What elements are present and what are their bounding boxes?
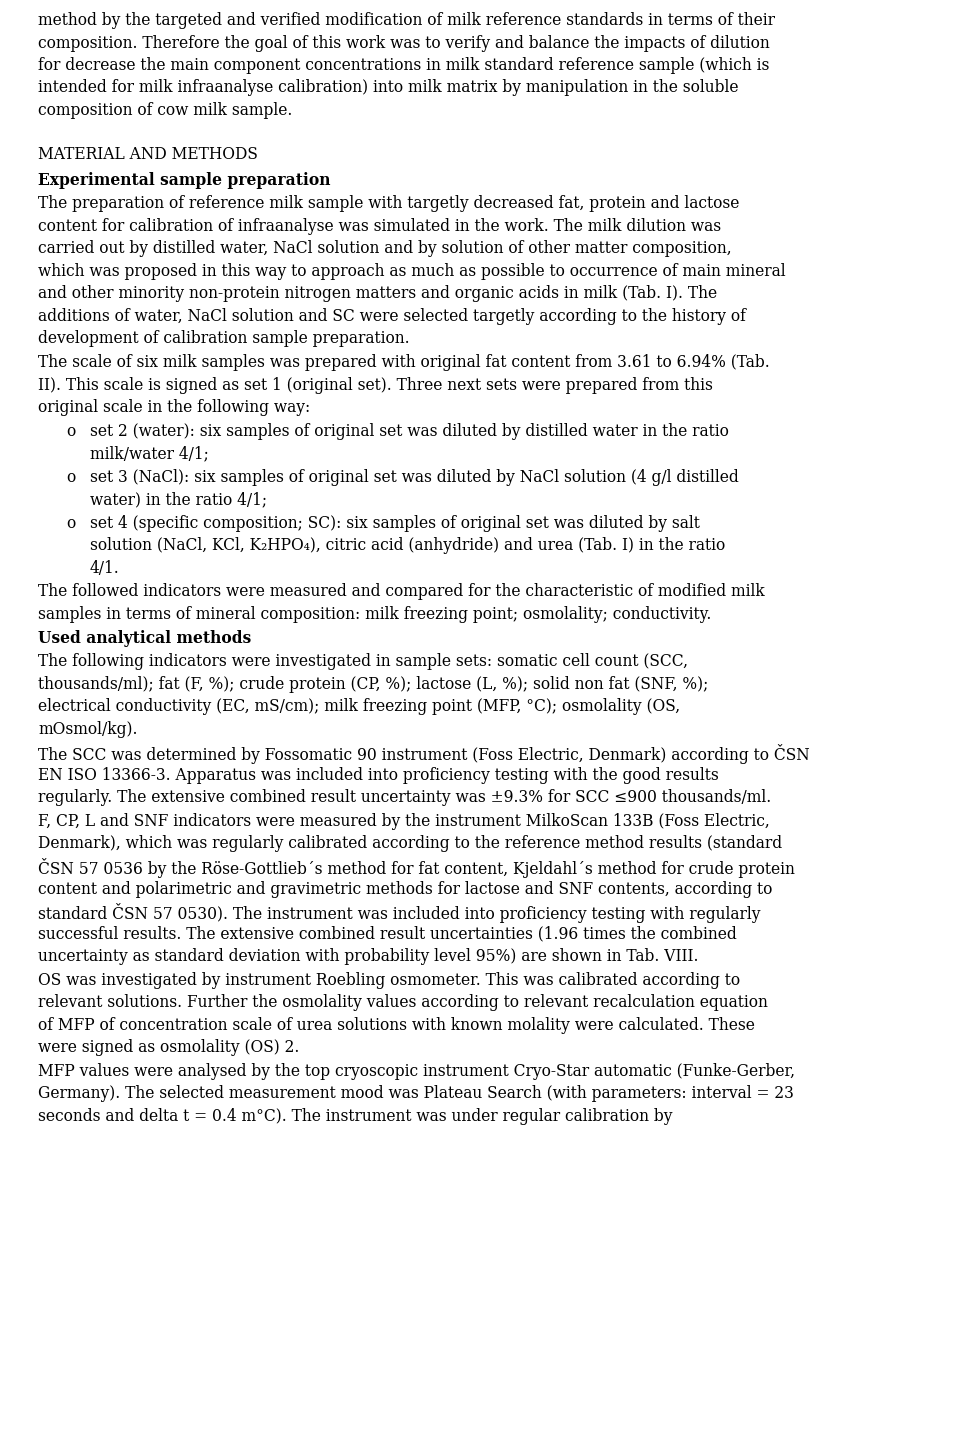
Text: thousands/ml); fat (F, %); crude protein (CP, %); lactose (L, %); solid non fat : thousands/ml); fat (F, %); crude protein… bbox=[38, 676, 708, 693]
Text: development of calibration sample preparation.: development of calibration sample prepar… bbox=[38, 331, 410, 348]
Text: 4/1.: 4/1. bbox=[90, 560, 120, 576]
Text: composition of cow milk sample.: composition of cow milk sample. bbox=[38, 103, 293, 118]
Text: water) in the ratio 4/1;: water) in the ratio 4/1; bbox=[90, 491, 267, 508]
Text: set 3 (NaCl): six samples of original set was diluted by NaCl solution (4 g/l di: set 3 (NaCl): six samples of original se… bbox=[90, 469, 739, 485]
Text: OS was investigated by instrument Roebling osmometer. This was calibrated accord: OS was investigated by instrument Roebli… bbox=[38, 972, 740, 989]
Text: The SCC was determined by Fossomatic 90 instrument (Foss Electric, Denmark) acco: The SCC was determined by Fossomatic 90 … bbox=[38, 744, 809, 764]
Text: The followed indicators were measured and compared for the characteristic of mod: The followed indicators were measured an… bbox=[38, 583, 765, 601]
Text: content and polarimetric and gravimetric methods for lactose and SNF contents, a: content and polarimetric and gravimetric… bbox=[38, 881, 773, 898]
Text: MATERIAL AND METHODS: MATERIAL AND METHODS bbox=[38, 146, 258, 163]
Text: which was proposed in this way to approach as much as possible to occurrence of : which was proposed in this way to approa… bbox=[38, 263, 785, 280]
Text: seconds and delta t = 0.4 m°C). The instrument was under regular calibration by: seconds and delta t = 0.4 m°C). The inst… bbox=[38, 1108, 673, 1125]
Text: MFP values were analysed by the top cryoscopic instrument Cryo-Star automatic (F: MFP values were analysed by the top cryo… bbox=[38, 1063, 795, 1080]
Text: electrical conductivity (EC, mS/cm); milk freezing point (MFP, °C); osmolality (: electrical conductivity (EC, mS/cm); mil… bbox=[38, 699, 680, 715]
Text: set 2 (water): six samples of original set was diluted by distilled water in the: set 2 (water): six samples of original s… bbox=[90, 423, 729, 439]
Text: II). This scale is signed as set 1 (original set). Three next sets were prepared: II). This scale is signed as set 1 (orig… bbox=[38, 377, 713, 394]
Text: were signed as osmolality (OS) 2.: were signed as osmolality (OS) 2. bbox=[38, 1040, 300, 1056]
Text: milk/water 4/1;: milk/water 4/1; bbox=[90, 445, 209, 462]
Text: carried out by distilled water, NaCl solution and by solution of other matter co: carried out by distilled water, NaCl sol… bbox=[38, 240, 732, 257]
Text: of MFP of concentration scale of urea solutions with known molality were calcula: of MFP of concentration scale of urea so… bbox=[38, 1017, 755, 1034]
Text: Denmark), which was regularly calibrated according to the reference method resul: Denmark), which was regularly calibrated… bbox=[38, 836, 782, 852]
Text: and other minority non-protein nitrogen matters and organic acids in milk (Tab. : and other minority non-protein nitrogen … bbox=[38, 286, 717, 302]
Text: Germany). The selected measurement mood was Plateau Search (with parameters: int: Germany). The selected measurement mood … bbox=[38, 1086, 794, 1102]
Text: The scale of six milk samples was prepared with original fat content from 3.61 t: The scale of six milk samples was prepar… bbox=[38, 354, 770, 371]
Text: o: o bbox=[66, 469, 75, 485]
Text: content for calibration of infraanalyse was simulated in the work. The milk dilu: content for calibration of infraanalyse … bbox=[38, 218, 721, 235]
Text: o: o bbox=[66, 423, 75, 439]
Text: Experimental sample preparation: Experimental sample preparation bbox=[38, 172, 330, 189]
Text: relevant solutions. Further the osmolality values according to relevant recalcul: relevant solutions. Further the osmolali… bbox=[38, 993, 768, 1011]
Text: mOsmol/kg).: mOsmol/kg). bbox=[38, 721, 137, 738]
Text: successful results. The extensive combined result uncertainties (1.96 times the : successful results. The extensive combin… bbox=[38, 926, 736, 943]
Text: o: o bbox=[66, 516, 75, 531]
Text: method by the targeted and verified modification of milk reference standards in : method by the targeted and verified modi… bbox=[38, 12, 775, 29]
Text: original scale in the following way:: original scale in the following way: bbox=[38, 399, 310, 416]
Text: composition. Therefore the goal of this work was to verify and balance the impac: composition. Therefore the goal of this … bbox=[38, 35, 770, 52]
Text: EN ISO 13366-3. Apparatus was included into proficiency testing with the good re: EN ISO 13366-3. Apparatus was included i… bbox=[38, 767, 719, 784]
Text: samples in terms of mineral composition: milk freezing point; osmolality; conduc: samples in terms of mineral composition:… bbox=[38, 606, 711, 622]
Text: ČSN 57 0536 by the Röse-Gottlieb´s method for fat content, Kjeldahl´s method for: ČSN 57 0536 by the Röse-Gottlieb´s metho… bbox=[38, 858, 795, 878]
Text: solution (NaCl, KCl, K₂HPO₄), citric acid (anhydride) and urea (Tab. I) in the r: solution (NaCl, KCl, K₂HPO₄), citric aci… bbox=[90, 537, 725, 554]
Text: set 4 (specific composition; SC): six samples of original set was diluted by sal: set 4 (specific composition; SC): six sa… bbox=[90, 516, 700, 531]
Text: F, CP, L and SNF indicators were measured by the instrument MilkoScan 133B (Foss: F, CP, L and SNF indicators were measure… bbox=[38, 813, 770, 830]
Text: Used analytical methods: Used analytical methods bbox=[38, 630, 252, 647]
Text: regularly. The extensive combined result uncertainty was ±9.3% for SCC ≤900 thou: regularly. The extensive combined result… bbox=[38, 790, 771, 806]
Text: uncertainty as standard deviation with probability level 95%) are shown in Tab. : uncertainty as standard deviation with p… bbox=[38, 949, 699, 965]
Text: intended for milk infraanalyse calibration) into milk matrix by manipulation in : intended for milk infraanalyse calibrati… bbox=[38, 79, 738, 97]
Text: The preparation of reference milk sample with targetly decreased fat, protein an: The preparation of reference milk sample… bbox=[38, 195, 739, 212]
Text: The following indicators were investigated in sample sets: somatic cell count (S: The following indicators were investigat… bbox=[38, 653, 688, 670]
Text: for decrease the main component concentrations in milk standard reference sample: for decrease the main component concentr… bbox=[38, 56, 769, 74]
Text: additions of water, NaCl solution and SC were selected targetly according to the: additions of water, NaCl solution and SC… bbox=[38, 308, 746, 325]
Text: standard ČSN 57 0530). The instrument was included into proficiency testing with: standard ČSN 57 0530). The instrument wa… bbox=[38, 902, 760, 923]
